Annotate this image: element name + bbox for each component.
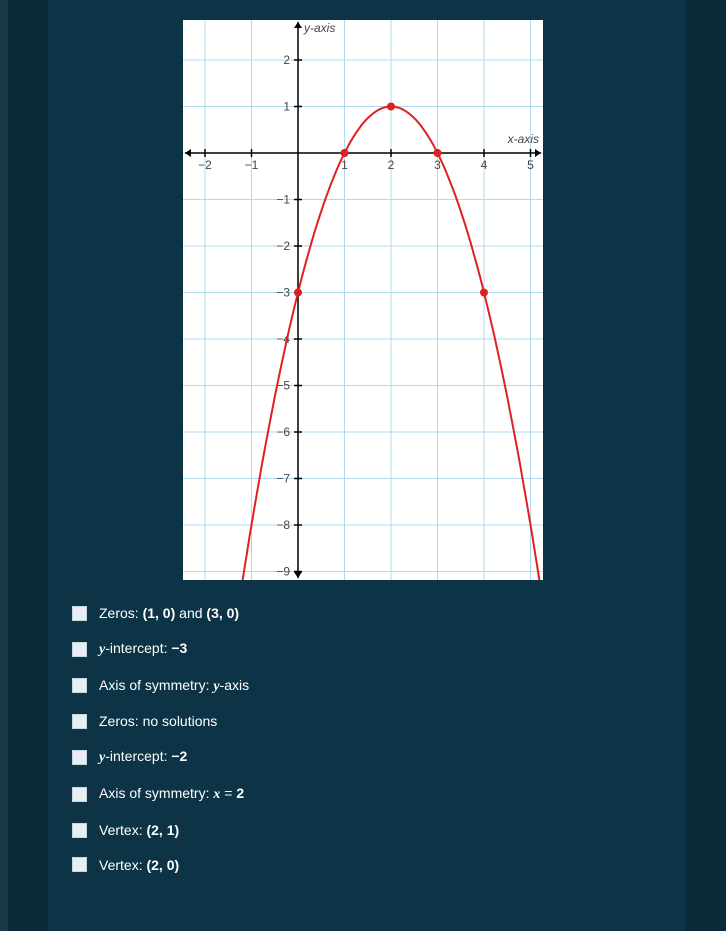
answer-option-2[interactable]: Axis of symmetry: y-axis: [72, 677, 726, 696]
svg-text:4: 4: [481, 158, 488, 172]
option-label: y-intercept: −2: [99, 748, 187, 767]
svg-text:5: 5: [527, 158, 534, 172]
checkbox-icon[interactable]: [72, 857, 87, 872]
answer-option-7[interactable]: Vertex: (2, 0): [72, 857, 726, 874]
svg-text:x-axis: x-axis: [507, 132, 539, 146]
svg-text:−1: −1: [245, 158, 259, 172]
checkbox-icon[interactable]: [72, 642, 87, 657]
option-label: Vertex: (2, 0): [99, 857, 179, 874]
svg-text:−2: −2: [198, 158, 212, 172]
svg-text:−1: −1: [276, 193, 290, 207]
answer-option-5[interactable]: Axis of symmetry: x = 2: [72, 785, 726, 804]
chart-container: −2−11234512−1−2−3−4−5−6−7−8−9x-axisy-axi…: [0, 20, 726, 580]
svg-text:−3: −3: [276, 286, 290, 300]
svg-text:2: 2: [388, 158, 395, 172]
answer-option-4[interactable]: y-intercept: −2: [72, 748, 726, 767]
answer-options-list: Zeros: (1, 0) and (3, 0) y-intercept: −3 A…: [72, 605, 726, 873]
checkbox-icon[interactable]: [72, 606, 87, 621]
answer-option-1[interactable]: y-intercept: −3: [72, 640, 726, 659]
svg-text:−6: −6: [276, 425, 290, 439]
svg-text:−7: −7: [276, 472, 290, 486]
answer-option-0[interactable]: Zeros: (1, 0) and (3, 0): [72, 605, 726, 622]
option-label: Axis of symmetry: y-axis: [99, 677, 249, 696]
answer-option-3[interactable]: Zeros: no solutions: [72, 713, 726, 730]
svg-text:−9: −9: [276, 565, 290, 579]
checkbox-icon[interactable]: [72, 823, 87, 838]
checkbox-icon[interactable]: [72, 787, 87, 802]
svg-text:y-axis: y-axis: [303, 21, 335, 35]
checkbox-icon[interactable]: [72, 678, 87, 693]
option-label: Zeros: no solutions: [99, 713, 217, 730]
svg-text:2: 2: [283, 53, 290, 67]
svg-text:−2: −2: [276, 239, 290, 253]
checkbox-icon[interactable]: [72, 750, 87, 765]
option-label: Axis of symmetry: x = 2: [99, 785, 244, 804]
option-label: Vertex: (2, 1): [99, 822, 179, 839]
option-label: y-intercept: −3: [99, 640, 187, 659]
answer-option-6[interactable]: Vertex: (2, 1): [72, 822, 726, 839]
svg-text:1: 1: [283, 100, 290, 114]
option-label: Zeros: (1, 0) and (3, 0): [99, 605, 239, 622]
page-container: −2−11234512−1−2−3−4−5−6−7−8−9x-axisy-axi…: [0, 0, 726, 931]
svg-text:−8: −8: [276, 518, 290, 532]
svg-text:1: 1: [341, 158, 348, 172]
parabola-chart: −2−11234512−1−2−3−4−5−6−7−8−9x-axisy-axi…: [183, 20, 543, 580]
checkbox-icon[interactable]: [72, 714, 87, 729]
